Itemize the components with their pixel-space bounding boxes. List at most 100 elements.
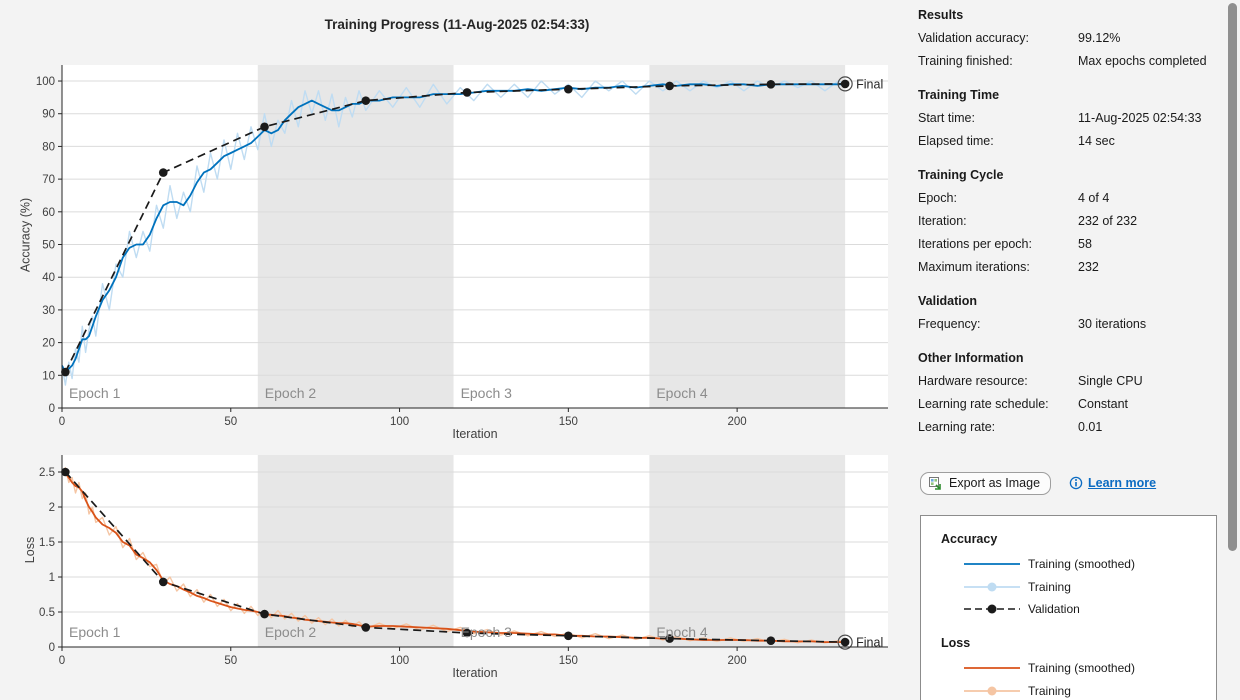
export-as-image-button[interactable]: Export as Image (920, 471, 1052, 495)
validation-marker (158, 168, 168, 177)
export-button-label: Export as Image (949, 476, 1041, 490)
y-tick-label: 1 (49, 572, 55, 584)
y-tick-label: 0 (49, 642, 55, 654)
x-tick-label: 50 (224, 416, 237, 428)
y-tick-label: 70 (42, 174, 55, 186)
elapsed-time-value: 14 sec (1078, 134, 1115, 148)
training-raw-line (61, 80, 846, 386)
solid-line-swatch (964, 667, 1020, 669)
learn-more-link[interactable]: Learn more (1069, 476, 1156, 490)
y-tick-label: 0 (49, 403, 55, 415)
validation-marker (840, 79, 850, 89)
info-row: Learning rate: 0.01 (918, 416, 1230, 439)
x-tick-label: 50 (224, 655, 237, 667)
accuracy-chart: Final 0 50 100 150 200 0 10 20 30 40 50 60 70 80 90 100 E… (36, 65, 888, 428)
export-image-icon (929, 476, 941, 490)
info-row: Start time: 11-Aug-2025 02:54:33 (918, 107, 1230, 130)
maximum-iterations-value: 232 (1078, 260, 1099, 274)
accuracy-x-axis-label: Iteration (452, 427, 498, 441)
validation-marker (564, 631, 573, 641)
iterations-per-epoch-value: 58 (1078, 237, 1092, 251)
epoch-band (257, 455, 454, 647)
validation-marker (665, 634, 674, 643)
x-tick-label: 150 (559, 655, 578, 667)
iteration-value: 232 of 232 (1078, 214, 1138, 228)
epoch-value: 4 of 4 (1078, 191, 1110, 205)
training-cycle-section: Training Cycle Epoch: 4 of 4 Iteration: … (918, 164, 1230, 279)
y-tick-label: 50 (42, 240, 55, 252)
info-row: Learning rate schedule: Constant (918, 393, 1230, 416)
page-title: Training Progress (11-Aug-2025 02:54:33) (324, 17, 590, 32)
legend-accuracy-title: Accuracy (941, 532, 998, 546)
other-information-section: Other Information Hardware resource: Sin… (918, 347, 1230, 439)
learning-rate-value: 0.01 (1078, 420, 1103, 434)
info-row: Elapsed time: 14 sec (918, 130, 1230, 153)
training-smoothed-line (61, 471, 846, 643)
x-tick-label: 200 (728, 416, 747, 428)
actions-bar: Export as Image Learn more (920, 471, 1156, 495)
x-tick-label: 0 (59, 416, 65, 428)
validation-marker (158, 577, 168, 587)
info-row: Validation accuracy: 99.12% (918, 27, 1230, 50)
loss-chart: Final 0 50 100 150 200 0 0.5 1 1.5 2 2.5 Epoch 1 Epoc… (39, 455, 888, 667)
training-smoothed-line (61, 83, 846, 373)
training-time-section: Training Time Start time: 11-Aug-2025 02… (918, 84, 1230, 153)
scrollbar-track[interactable] (1226, 0, 1240, 700)
y-tick-label: 0.5 (39, 607, 55, 619)
marker-line-swatch (964, 686, 1020, 696)
y-tick-label: 60 (42, 207, 55, 219)
legend-item-accuracy-training-smoothed: Training (smoothed) (964, 556, 1135, 572)
results-section: Results Validation accuracy: 99.12% Trai… (918, 4, 1230, 73)
section-title: Other Information (918, 351, 1024, 365)
validation-marker (260, 609, 269, 619)
scrollbar-thumb[interactable] (1228, 3, 1237, 551)
frequency-value: 30 iterations (1078, 317, 1147, 331)
section-title: Training Cycle (918, 168, 1004, 182)
epoch-band (257, 65, 454, 408)
validation-marker (361, 96, 371, 105)
marker-line-swatch (964, 582, 1020, 592)
info-icon (1069, 476, 1083, 490)
epoch-band (649, 455, 846, 647)
y-tick-label: 2.5 (39, 467, 55, 479)
validation-marker (260, 122, 269, 132)
y-tick-label: 80 (42, 141, 55, 153)
loss-y-axis-label: Loss (23, 536, 37, 564)
solid-line-swatch (964, 563, 1020, 565)
legend-item-loss-training: Training (964, 683, 1071, 699)
final-marker-ring (837, 634, 853, 650)
loss-x-axis-label: Iteration (452, 666, 498, 680)
epoch-label: Epoch 4 (656, 624, 708, 640)
info-row: Iteration: 232 of 232 (918, 210, 1230, 233)
validation-marker (61, 467, 70, 477)
validation-marker (766, 79, 776, 89)
info-row: Maximum iterations: 232 (918, 256, 1230, 279)
info-row: Hardware resource: Single CPU (918, 370, 1230, 393)
x-tick-label: 150 (559, 416, 578, 428)
validation-marker (665, 81, 674, 91)
validation-marker (840, 637, 850, 647)
validation-marker (766, 636, 776, 646)
validation-marker (564, 84, 573, 94)
epoch-label: Epoch 2 (265, 624, 317, 640)
validation-marker (361, 623, 371, 632)
validation-marker (61, 367, 70, 377)
y-tick-label: 30 (42, 305, 55, 317)
dashed-marker-line-swatch (964, 604, 1020, 614)
legend-panel: Accuracy Training (smoothed) Training Va… (920, 515, 1217, 700)
y-tick-label: 90 (42, 109, 55, 121)
final-label: Final (856, 636, 883, 650)
x-tick-label: 0 (59, 655, 65, 667)
legend-item-accuracy-validation: Validation (964, 601, 1080, 617)
section-title: Results (918, 8, 964, 22)
info-row: Iterations per epoch: 58 (918, 233, 1230, 256)
x-tick-label: 200 (728, 655, 747, 667)
final-marker-ring (837, 76, 853, 92)
info-row: Frequency: 30 iterations (918, 313, 1230, 336)
start-time-value: 11-Aug-2025 02:54:33 (1078, 111, 1202, 125)
info-row: Training finished: Max epochs completed (918, 50, 1230, 73)
legend-loss-title: Loss (941, 636, 971, 650)
training-info-panel: Results Validation accuracy: 99.12% Trai… (918, 4, 1230, 450)
